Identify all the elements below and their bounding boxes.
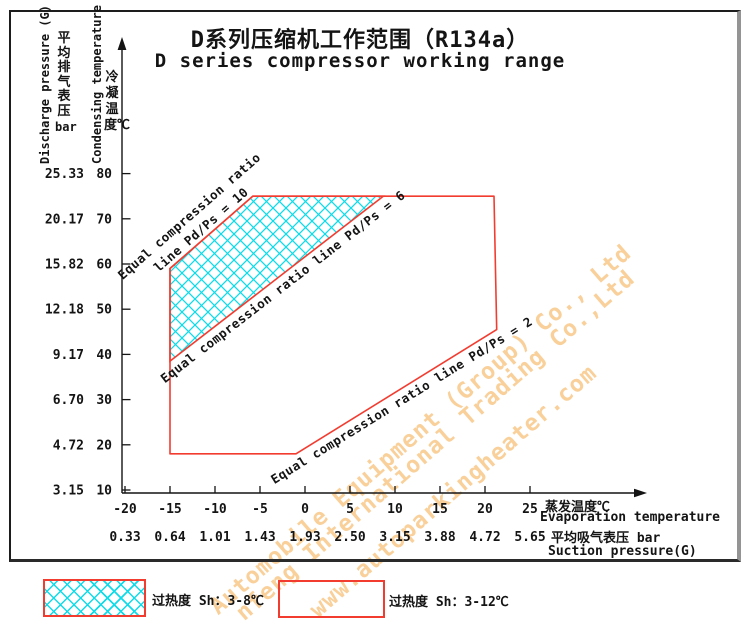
y-tick-label: 80: [96, 167, 112, 182]
chart-title-en: D series compressor working range: [154, 50, 566, 72]
x-tick-label: 15: [432, 502, 448, 517]
suction-axis-title-cn: 平均吸气表压 bar: [551, 531, 661, 546]
x-tick-label: -10: [203, 502, 227, 517]
evaporation-axis-title-cn: 蒸发温度℃: [545, 500, 611, 515]
suction-axis-title-en: Suction pressure(G): [548, 544, 697, 559]
suction-tick-label: 1.01: [199, 530, 230, 545]
x-tick-label: -5: [252, 502, 268, 517]
chart-title-cn: D系列压缩机工作范围（R134a）: [190, 28, 530, 53]
y-axis-arrow: [117, 37, 127, 50]
chart-frame: [9, 10, 741, 562]
y-tick-label: 40: [96, 348, 112, 363]
y-tick-label: 70: [96, 212, 112, 227]
suction-tick-label: 5.65: [514, 530, 545, 545]
discharge-tick-label: 6.70: [53, 393, 84, 408]
suction-tick-label: 2.50: [334, 530, 365, 545]
suction-tick-label: 1.43: [244, 530, 275, 545]
y-tick-label: 60: [96, 258, 112, 273]
suction-tick-label: 0.64: [154, 530, 185, 545]
discharge-axis-title-cn: 平均排气表压: [57, 31, 71, 119]
y-tick-label: 10: [96, 484, 112, 499]
y-tick-label: 30: [96, 393, 112, 408]
legend-label-sh-3-12: 过热度 Sh：3-12℃: [389, 595, 509, 610]
legend-swatch-blank: [278, 580, 385, 618]
discharge-tick-label: 3.15: [53, 484, 84, 499]
suction-tick-label: 4.72: [469, 530, 500, 545]
discharge-tick-label: 12.18: [45, 303, 84, 318]
x-tick-label: -15: [158, 502, 181, 517]
evaporation-axis-title-en: Evaporation temperature: [540, 510, 721, 525]
discharge-tick-label: 25.33: [45, 167, 84, 182]
legend-label-sh-3-8: 过热度 Sh：3-8℃: [152, 594, 264, 609]
suction-tick-label: 0.33: [109, 530, 140, 545]
y-tick-label: 20: [96, 438, 112, 453]
x-tick-label: 20: [477, 502, 493, 517]
suction-tick-label: 3.15: [379, 530, 410, 545]
discharge-tick-label: 9.17: [53, 348, 84, 363]
working-range-outline: [169, 195, 498, 455]
x-tick-label: 25: [522, 502, 538, 517]
ratio-line-label-pdps-2: Equal compression ratio line Pd/Ps = 2: [268, 314, 535, 487]
discharge-axis-unit: bar: [55, 120, 77, 134]
discharge-tick-label: 15.82: [45, 258, 84, 273]
discharge-tick-label: 4.72: [53, 438, 84, 453]
x-tick-label: 0: [301, 502, 309, 517]
x-tick-label: 5: [346, 502, 354, 517]
suction-tick-label: 1.93: [289, 530, 320, 545]
legend-swatch-crosshatch: [43, 579, 146, 617]
x-tick-label: -20: [113, 502, 137, 517]
x-axis-arrow: [634, 488, 647, 498]
y-tick-label: 50: [96, 303, 112, 318]
x-tick-label: 10: [387, 502, 403, 517]
discharge-tick-label: 20.17: [45, 212, 84, 227]
suction-tick-label: 3.88: [424, 530, 455, 545]
